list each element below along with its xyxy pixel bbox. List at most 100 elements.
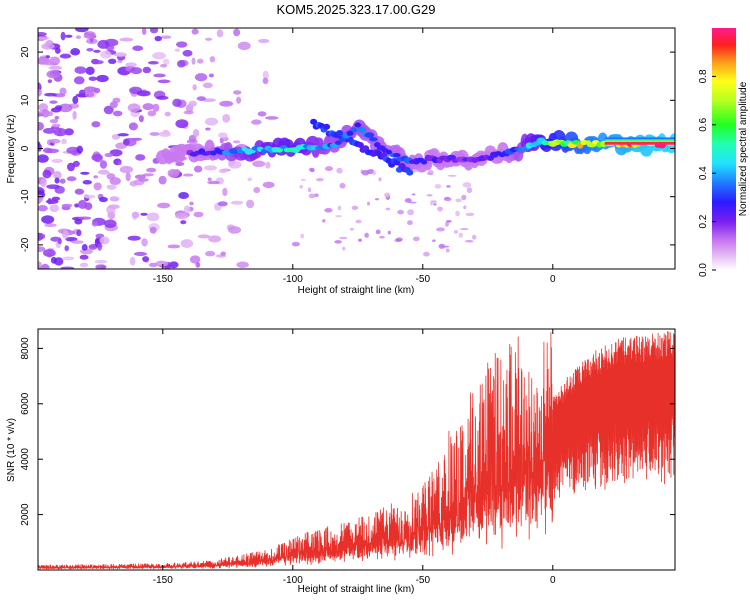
spectrogram-noise-blob xyxy=(291,241,300,247)
spectrogram-noise-blob xyxy=(337,205,342,211)
spectrogram-noise-blob xyxy=(149,132,160,136)
spectrogram-noise-blob xyxy=(411,193,416,196)
spectrogram-noise-blob xyxy=(153,73,166,78)
spectrogram-noise-blob xyxy=(191,28,199,35)
spectrogram-noise-blob xyxy=(191,57,196,65)
spectrogram-noise-blob xyxy=(412,236,420,242)
spectrogram-noise-blob xyxy=(146,212,160,222)
spectrogram-noise-blob xyxy=(447,174,457,177)
y-tick-label: 8000 xyxy=(20,337,31,360)
spectrogram-noise-blob xyxy=(85,66,95,75)
spectrogram-noise-blob xyxy=(219,100,234,107)
spectrogram-noise-blob xyxy=(233,90,242,95)
spectrogram-noise-blob xyxy=(117,133,129,137)
spectrogram-noise-blob xyxy=(53,170,62,180)
spectrogram-noise-blob xyxy=(108,204,120,210)
spectrogram-noise-blob xyxy=(92,60,104,65)
spectrogram-noise-blob xyxy=(83,194,96,199)
spectrogram-ridge-core xyxy=(369,137,378,142)
spectrogram-noise-blob xyxy=(38,232,44,242)
spectrogram-noise-blob xyxy=(95,233,105,239)
spectrogram-noise-blob xyxy=(183,110,194,115)
figure-title: KOM5.2025.323.17.00.G29 xyxy=(276,2,435,17)
spectrogram-noise-blob xyxy=(117,161,122,166)
spectrogram-noise-blob xyxy=(426,194,433,197)
spectrogram-noise-blob xyxy=(339,236,348,240)
spectrogram-noise-blob xyxy=(407,209,414,216)
spectrogram-noise-blob xyxy=(88,244,98,250)
spectrogram-noise-blob xyxy=(57,127,63,137)
spectrogram-noise-blob xyxy=(315,177,324,182)
spectrogram-noise-blob xyxy=(97,169,110,175)
spectrogram-noise-blob xyxy=(208,73,214,78)
spectrogram-noise-blob xyxy=(458,232,464,238)
spectrogram-noise-blob xyxy=(183,205,191,214)
y-tick-label: 4000 xyxy=(20,448,31,471)
spectrogram-noise-blob xyxy=(433,202,437,206)
spectrogram-noise-blob xyxy=(109,101,118,109)
spectrogram-noise-blob xyxy=(189,201,194,206)
spectrogram-noise-blob xyxy=(208,235,222,243)
spectrogram-noise-blob xyxy=(375,229,381,235)
spectrogram-noise-blob xyxy=(188,100,197,107)
colorbar-gradient xyxy=(712,28,736,270)
spectrogram-noise-blob xyxy=(112,110,123,117)
spectrogram-noise-blob xyxy=(440,245,450,248)
spectrogram-noise-blob xyxy=(91,121,101,128)
spectrogram-noise-blob xyxy=(220,251,227,256)
spectrogram-noise-blob xyxy=(175,212,189,220)
spectrogram-noise-blob xyxy=(182,49,193,57)
spectrogram-noise-blob xyxy=(48,65,63,70)
spectrogram-noise-blob xyxy=(117,59,123,64)
spectrogram-noise-blob xyxy=(374,198,379,201)
colorbar-tick-label: 0.6 xyxy=(698,117,709,131)
spectrogram-ridge-core xyxy=(393,153,401,158)
spectrogram-noise-blob xyxy=(152,103,160,112)
spectrogram-noise-blob xyxy=(180,239,194,248)
spectrogram-noise-blob xyxy=(59,87,67,96)
spectrogram-noise-blob xyxy=(104,152,114,158)
spectrogram-noise-blob xyxy=(158,131,171,137)
spectrogram-noise-blob xyxy=(38,82,41,90)
spectrogram-noise-blob xyxy=(216,29,224,38)
spectrogram-noise-blob xyxy=(431,200,437,203)
spectrogram-noise-blob xyxy=(66,176,77,182)
spectrogram-noise-blob xyxy=(44,92,58,97)
spectrogram-noise-blob xyxy=(324,166,334,172)
spectrogram-noise-blob xyxy=(461,194,467,201)
spectrogram-noise-blob xyxy=(334,240,342,244)
spectrogram-noise-blob xyxy=(49,119,59,124)
colorbar: 0.0 0.2 0.4 0.6 0.8 Normalized spectral ampl… xyxy=(698,28,749,277)
spectrogram-noise-blob xyxy=(106,184,117,190)
spectrogram-noise-blob xyxy=(262,77,269,85)
spectrogram-ridge-branch xyxy=(336,130,344,137)
snr-panel: -150 -100 -50 0 2000 4000 6000 8000 Height of s… xyxy=(6,328,676,595)
spectrogram-noise-blob xyxy=(113,52,126,57)
spectrogram-noise-blob xyxy=(74,218,83,225)
spectrogram-noise-blob xyxy=(61,203,73,208)
spectrogram-noise-blob xyxy=(446,185,451,188)
spectrogram-noise-blob xyxy=(372,170,376,176)
spectrogram-noise-blob xyxy=(322,218,326,223)
spectrogram-noise-blob xyxy=(53,257,64,266)
spectrogram-noise-blob xyxy=(79,254,89,260)
spectrogram-noise-blob xyxy=(222,114,231,123)
spectrogram-noise-blob xyxy=(38,36,50,40)
spectrogram-noise-blob xyxy=(75,35,82,39)
spectrogram-noise-blob xyxy=(125,62,137,68)
spectrogram-noise-blob xyxy=(300,178,306,182)
spectrogram-noise-blob xyxy=(46,70,61,79)
spectrogram-noise-blob xyxy=(97,39,110,49)
spectrogram-noise-blob xyxy=(38,246,46,253)
spectrogram-ridge-core xyxy=(354,122,362,128)
spectrogram-noise-blob xyxy=(147,110,157,117)
spectrogram-ridge-core xyxy=(346,130,354,136)
spectrogram-noise-blob xyxy=(91,221,98,227)
spectrogram-noise-blob xyxy=(51,123,61,128)
spectrogram-noise-blob xyxy=(349,227,354,231)
spectrogram-noise-blob xyxy=(193,165,203,173)
spectrogram-ridge-branch xyxy=(323,123,331,130)
spectrogram-noise-blob xyxy=(175,161,185,166)
spectrogram-noise-blob xyxy=(384,192,391,198)
